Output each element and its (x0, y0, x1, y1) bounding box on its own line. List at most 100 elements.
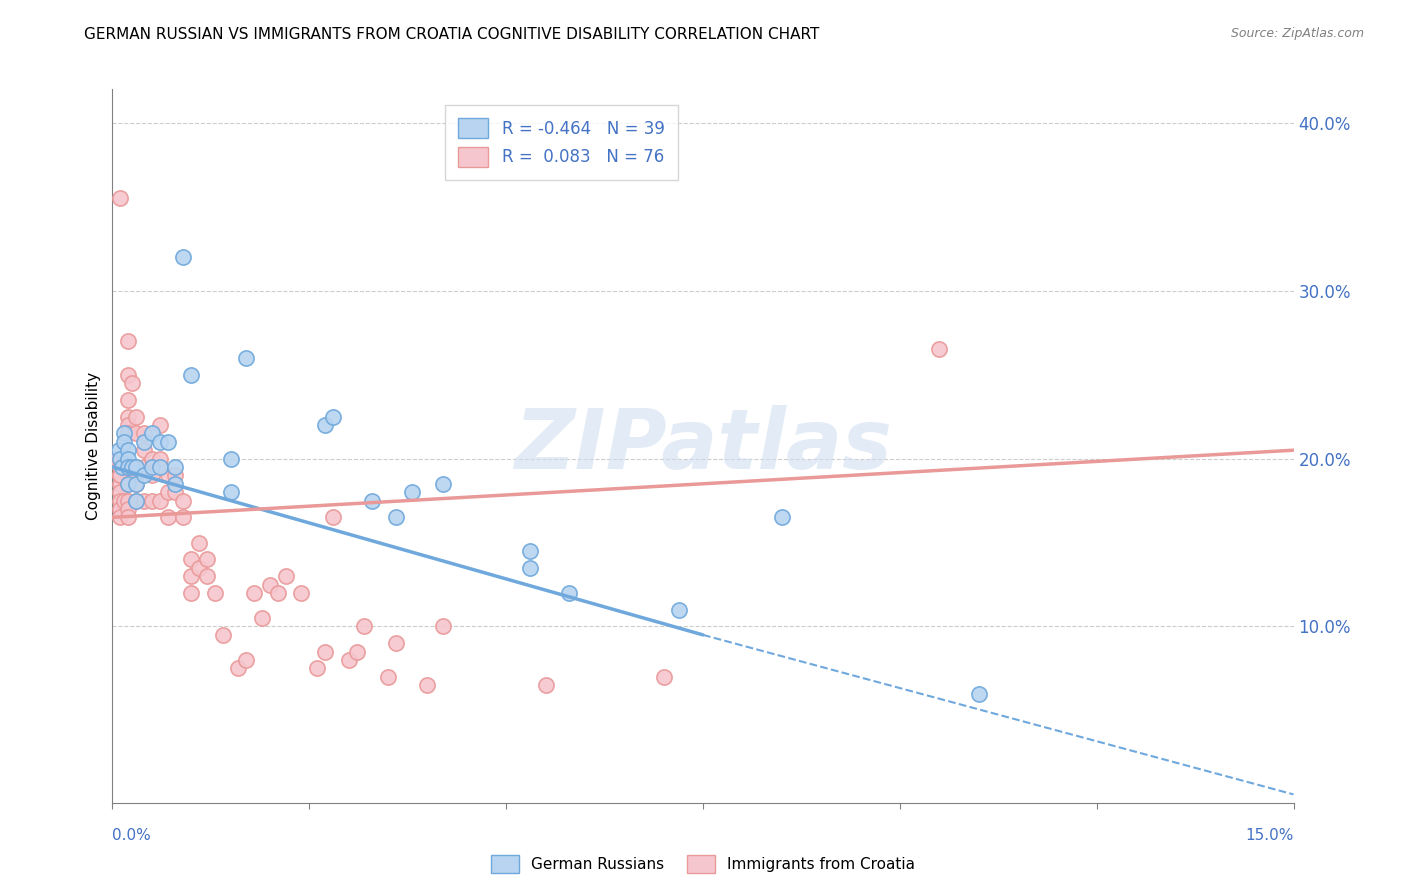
Point (112, 493, 135, 508)
Point (346, 645, 368, 659)
Point (110, 460, 132, 475)
Point (519, 544, 541, 558)
Point (117, 409, 139, 424)
Point (117, 426, 139, 441)
Point (432, 619, 454, 633)
Point (401, 485, 423, 500)
Point (117, 493, 139, 508)
Point (110, 468, 132, 483)
Point (110, 502, 132, 516)
Point (141, 468, 163, 483)
Point (141, 451, 163, 466)
Point (385, 510, 408, 524)
Point (337, 653, 360, 667)
Point (125, 476, 148, 491)
Point (141, 493, 163, 508)
Point (110, 485, 132, 500)
Point (132, 493, 155, 508)
Point (416, 678, 439, 692)
Point (125, 468, 148, 483)
Point (290, 586, 312, 600)
Point (149, 493, 172, 508)
Point (117, 334, 139, 348)
Point (519, 560, 541, 574)
Point (534, 678, 557, 692)
Point (117, 451, 139, 466)
Point (149, 451, 172, 466)
Point (235, 351, 257, 365)
Point (121, 460, 143, 475)
Point (668, 603, 690, 617)
Point (117, 392, 139, 407)
Legend: German Russians, Immigrants from Croatia: German Russians, Immigrants from Croatia (484, 847, 922, 880)
Point (110, 468, 132, 483)
Point (156, 485, 179, 500)
Point (165, 460, 187, 475)
Point (141, 426, 163, 441)
Point (314, 417, 336, 432)
Point (172, 250, 194, 264)
Point (132, 434, 155, 449)
Point (125, 493, 148, 508)
Point (110, 451, 132, 466)
Point (322, 409, 344, 424)
Point (141, 460, 163, 475)
Point (117, 460, 139, 475)
Point (165, 476, 187, 491)
Point (188, 535, 211, 549)
Point (204, 586, 226, 600)
Point (117, 443, 139, 458)
Point (314, 645, 336, 659)
Point (112, 426, 135, 441)
Point (172, 510, 194, 524)
Point (652, 670, 675, 684)
Point (121, 376, 143, 390)
Point (195, 552, 218, 566)
Point (117, 368, 139, 382)
Point (117, 417, 139, 432)
Point (180, 569, 202, 583)
Point (558, 586, 581, 600)
Text: 0.0%: 0.0% (112, 828, 152, 843)
Point (149, 417, 172, 432)
Text: ZIPatlas: ZIPatlas (515, 406, 891, 486)
Point (117, 476, 139, 491)
Point (228, 661, 250, 675)
Point (117, 502, 139, 516)
Point (377, 670, 399, 684)
Point (928, 343, 950, 357)
Point (117, 476, 139, 491)
Point (125, 476, 148, 491)
Point (149, 460, 172, 475)
Point (132, 468, 155, 483)
Point (180, 586, 202, 600)
Point (132, 443, 155, 458)
Point (110, 493, 132, 508)
Point (219, 485, 242, 500)
Point (112, 434, 135, 449)
Point (110, 510, 132, 524)
Point (156, 510, 179, 524)
Point (107, 443, 129, 458)
Text: GERMAN RUSSIAN VS IMMIGRANTS FROM CROATIA COGNITIVE DISABILITY CORRELATION CHART: GERMAN RUSSIAN VS IMMIGRANTS FROM CROATI… (84, 27, 820, 42)
Point (274, 569, 297, 583)
Point (353, 619, 375, 633)
Point (117, 460, 139, 475)
Point (165, 468, 187, 483)
Point (267, 586, 290, 600)
Point (235, 653, 257, 667)
Point (156, 468, 179, 483)
Point (188, 560, 211, 574)
Point (125, 426, 148, 441)
Point (125, 493, 148, 508)
Point (110, 476, 132, 491)
Point (110, 451, 132, 466)
Point (432, 476, 454, 491)
Text: 15.0%: 15.0% (1246, 828, 1294, 843)
Point (307, 661, 329, 675)
Point (172, 493, 194, 508)
Point (385, 636, 408, 650)
Point (770, 510, 793, 524)
Point (110, 191, 132, 205)
Point (117, 510, 139, 524)
